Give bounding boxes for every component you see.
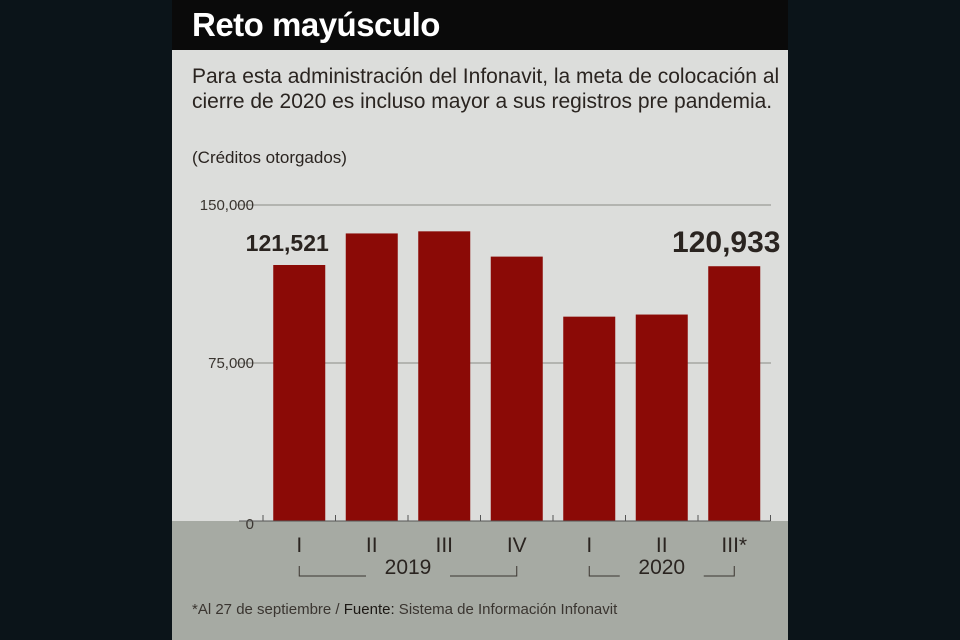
chart-title: Reto mayúsculo — [192, 6, 440, 43]
x-tick-label: II — [366, 534, 378, 557]
title-bar — [172, 0, 788, 50]
y-tick-label: 0 — [246, 516, 254, 533]
bar — [345, 233, 398, 521]
data-label: 120,933 — [672, 226, 780, 259]
x-tick-label: I — [586, 534, 592, 557]
y-tick-label: 75,000 — [208, 355, 254, 372]
group-label: 2020 — [638, 556, 685, 579]
bar — [273, 264, 326, 521]
x-tick-label: IV — [507, 534, 527, 557]
source-text: Sistema de Información Infonavit — [394, 601, 618, 618]
bar — [563, 316, 616, 521]
bar — [635, 314, 688, 521]
footnote: *Al 27 de septiembre / — [192, 601, 344, 618]
x-tick-label: III* — [721, 534, 747, 557]
source-label: Fuente: — [343, 601, 395, 618]
group-label: 2019 — [385, 556, 432, 579]
unit-label: (Créditos otorgados) — [192, 148, 347, 167]
x-tick-label: I — [296, 534, 302, 557]
chart-subtitle: Para esta administración del Infonavit, … — [192, 65, 780, 113]
y-tick-label: 150,000 — [200, 197, 254, 214]
x-tick-label: III — [435, 534, 453, 557]
x-tick-label: II — [656, 534, 668, 557]
footer-note: *Al 27 de septiembre / Fuente: Sistema d… — [192, 601, 617, 618]
bar — [418, 231, 471, 522]
axis-band — [172, 521, 788, 640]
bar — [708, 266, 761, 521]
data-label: 121,521 — [246, 230, 329, 256]
group-bracket — [298, 566, 518, 577]
group-bracket — [588, 566, 735, 577]
bar — [490, 256, 543, 521]
